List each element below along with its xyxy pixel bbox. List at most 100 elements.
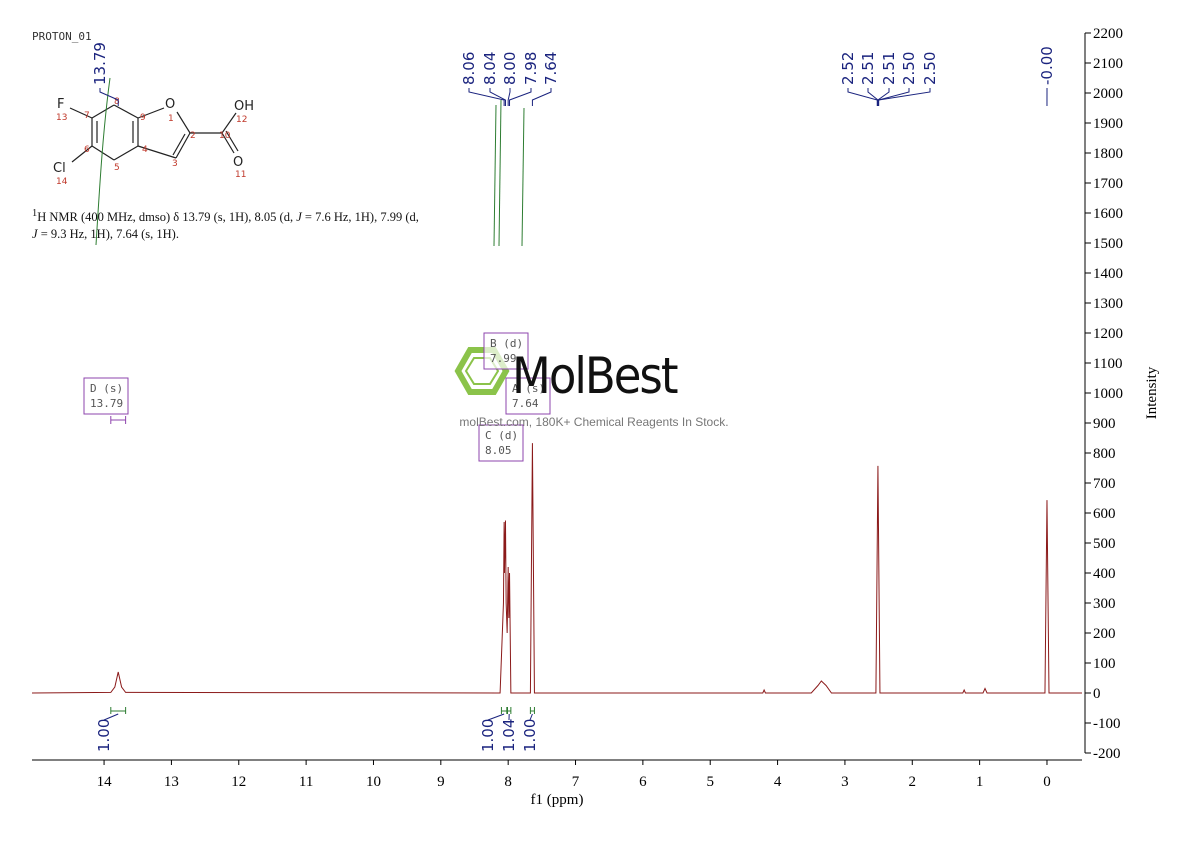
peak-label: 8.00 — [501, 52, 519, 85]
integral-label: 1.00 — [521, 719, 539, 752]
y-tick-label: -100 — [1093, 716, 1121, 732]
y-tick-label: 2200 — [1093, 26, 1123, 42]
x-axis-label: f1 (ppm) — [531, 792, 584, 808]
x-tick-label: 1 — [976, 774, 984, 790]
peak-leader — [878, 88, 910, 106]
spectrum-title: PROTON_01 — [32, 30, 92, 43]
atom: OH — [234, 99, 254, 114]
peak-label: 2.51 — [859, 52, 877, 85]
peak-leader — [877, 88, 890, 106]
y-tick-label: 1500 — [1093, 236, 1123, 252]
locant: 7 — [84, 111, 90, 121]
x-tick-label: 5 — [706, 774, 714, 790]
y-tick-label: 1200 — [1093, 326, 1123, 342]
multiplet-shift: 8.05 — [485, 444, 512, 457]
y-tick-label: -200 — [1093, 746, 1121, 762]
x-tick-label: 11 — [299, 774, 313, 790]
peak-label: 8.04 — [481, 52, 499, 85]
structure-bonds — [69, 104, 239, 163]
x-tick-label: 14 — [97, 774, 113, 790]
y-tick-label: 400 — [1093, 566, 1116, 582]
peak-leader — [468, 88, 505, 106]
locant: 6 — [84, 145, 90, 155]
locant: 8 — [114, 97, 120, 107]
description-part: = 7.6 Hz, 1H), 7.99 (d, — [301, 210, 419, 225]
x-tick-label: 0 — [1043, 774, 1051, 790]
watermark-tagline: molBest.com, 180K+ Chemical Reagents In … — [459, 415, 728, 429]
multiplet-box — [478, 424, 524, 462]
y-tick-label: 500 — [1093, 536, 1116, 552]
multiplet-label: D (s) — [90, 382, 123, 395]
atom: O — [165, 97, 175, 112]
multiplet-range — [110, 416, 127, 424]
multiplet-box — [483, 332, 529, 370]
x-tick-label: 6 — [639, 774, 647, 790]
peak-label: 13.79 — [91, 42, 109, 85]
peak-label: 2.50 — [921, 52, 939, 85]
locant: 13 — [56, 113, 67, 123]
locant: 1 — [168, 114, 174, 124]
y-tick-label: 1800 — [1093, 146, 1123, 162]
integral-leader — [103, 713, 119, 721]
peak-label: 2.51 — [880, 52, 898, 85]
multiplet-box — [505, 377, 551, 415]
locant: 12 — [236, 115, 247, 125]
peak-leader — [847, 88, 878, 106]
peak-label: 2.52 — [839, 52, 857, 85]
watermark-brand: MolBest — [512, 347, 678, 405]
y-tick-label: 1300 — [1093, 296, 1123, 312]
y-tick-label: 1100 — [1093, 356, 1122, 372]
multiplet-label: A (s) — [512, 382, 545, 395]
locant: 5 — [114, 163, 120, 173]
x-tick-label: 8 — [504, 774, 512, 790]
atom: Cl — [53, 161, 66, 176]
integral-leader — [529, 713, 533, 721]
multiplet-shift: 7.99 — [490, 352, 517, 365]
y-tick-label: 1400 — [1093, 266, 1123, 282]
peak-leader — [99, 88, 119, 106]
integral-bracket — [110, 707, 127, 714]
x-tick-label: 3 — [841, 774, 849, 790]
y-tick-label: 200 — [1093, 626, 1116, 642]
y-tick-label: 800 — [1093, 446, 1116, 462]
y-tick-label: 0 — [1093, 686, 1101, 702]
y-tick-label: 1000 — [1093, 386, 1123, 402]
description-part: H NMR (400 MHz, dmso) δ 13.79 (s, 1H), 8… — [37, 210, 297, 225]
peak-leader — [489, 88, 506, 106]
peak-leader — [531, 88, 552, 106]
y-tick-label: 1600 — [1093, 206, 1123, 222]
y-axis-label: Intensity — [1144, 366, 1160, 419]
peak-leader — [878, 88, 931, 106]
locant: 4 — [142, 145, 148, 155]
integral-label: 1.00 — [479, 719, 497, 752]
locant: 11 — [235, 170, 246, 180]
multiplet-box — [83, 377, 129, 415]
locant: 9 — [140, 113, 146, 123]
description-part: = 9.3 Hz, 1H), 7.64 (s, 1H). — [37, 227, 179, 242]
y-tick-label: 600 — [1093, 506, 1116, 522]
multiplet-shift: 13.79 — [90, 397, 123, 410]
locant: 10 — [219, 131, 231, 141]
x-tick-label: 13 — [164, 774, 179, 790]
integral-leader — [487, 713, 505, 721]
y-tick-label: 2100 — [1093, 56, 1123, 72]
peak-leader — [509, 88, 532, 106]
y-tick-label: 100 — [1093, 656, 1116, 672]
integral-bracket — [506, 707, 512, 714]
peak-label: 2.50 — [900, 52, 918, 85]
description-part: J — [296, 210, 302, 225]
peak-label: 8.06 — [460, 52, 478, 85]
locant: 3 — [172, 159, 178, 169]
peak-leader — [507, 88, 511, 106]
peak-label: 7.64 — [542, 52, 560, 85]
y-tick-label: 700 — [1093, 476, 1116, 492]
peak-label: -0.00 — [1038, 46, 1056, 85]
description-part: 1 — [32, 208, 38, 219]
peak-leader — [867, 88, 879, 106]
locant: 2 — [190, 131, 196, 141]
atom: O — [233, 155, 243, 170]
integral-label: 1.04 — [500, 719, 518, 752]
integral-bracket — [500, 707, 508, 714]
spectrum — [31, 443, 1082, 694]
